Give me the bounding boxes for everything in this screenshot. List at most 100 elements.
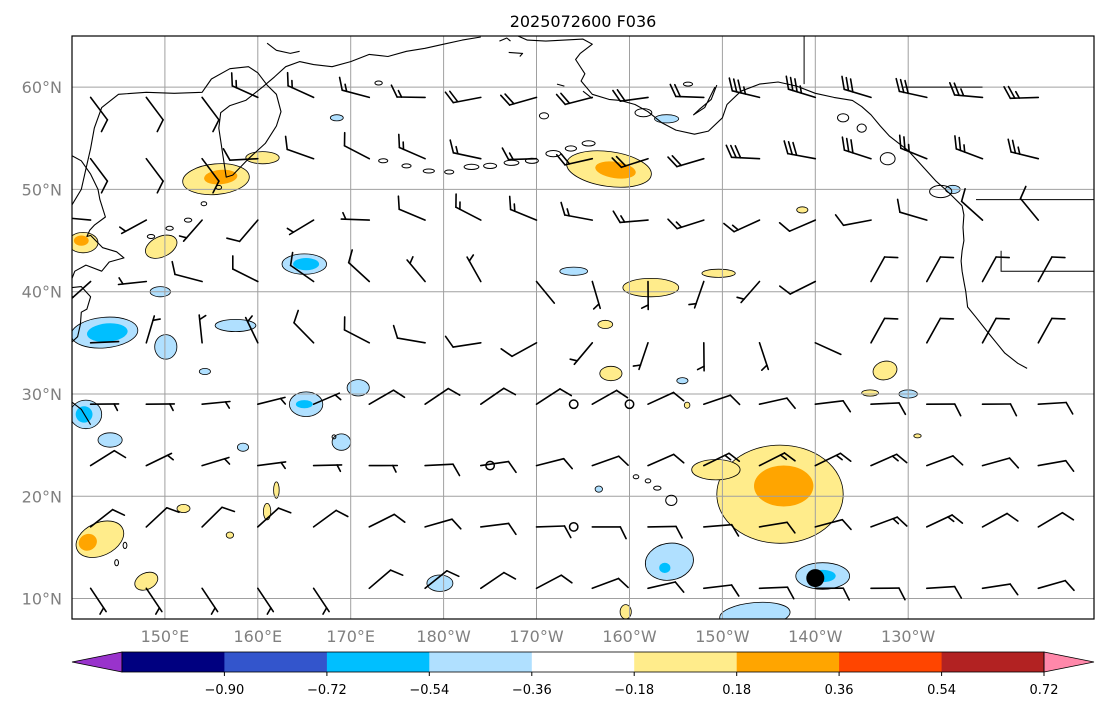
wind-barb: [758, 586, 795, 600]
lon-tick-label: 180°W: [416, 627, 471, 646]
positive-anomaly-region: [78, 533, 97, 551]
wind-barb: [424, 463, 461, 477]
wind-barb: [785, 75, 817, 99]
wind-barb: [870, 587, 906, 601]
wind-barb: [368, 464, 399, 473]
positive-anomaly-region: [701, 268, 736, 278]
island: [632, 474, 640, 480]
wind-barb: [569, 341, 594, 366]
island: [581, 140, 596, 147]
negative-anomaly-region: [214, 318, 257, 332]
positive-anomaly-region: [176, 503, 191, 513]
positive-anomaly-region: [145, 234, 178, 259]
wind-barb: [925, 256, 955, 283]
wind-barb: [814, 399, 852, 413]
wind-barb: [1037, 317, 1066, 344]
island: [114, 559, 119, 567]
wind-barb: [870, 453, 908, 467]
coastline: [556, 83, 565, 87]
wind-barb: [647, 581, 685, 593]
wind-barb: [632, 341, 649, 371]
island: [200, 201, 208, 207]
calm-wind-circle: [485, 460, 496, 471]
wind-barb: [925, 585, 963, 599]
wind-barb: [145, 403, 176, 412]
location-marker[interactable]: [806, 569, 825, 588]
lon-tick-label: 170°W: [509, 627, 564, 646]
negative-anomaly-region: [236, 442, 249, 452]
wind-barb: [960, 188, 984, 221]
wind-barb: [232, 255, 259, 283]
wind-barb: [981, 512, 1019, 528]
positive-anomaly-region: [622, 277, 680, 298]
wind-barb: [72, 280, 92, 300]
wind-barb: [758, 452, 796, 467]
island: [401, 163, 412, 169]
wind-barb: [455, 193, 482, 221]
negative-anomaly-region: [86, 323, 128, 342]
negative-anomaly-region: [644, 542, 694, 581]
lat-tick-label: 10°N: [22, 590, 62, 609]
wind-barb: [390, 84, 426, 99]
island: [653, 485, 662, 491]
wind-barb: [647, 453, 685, 467]
positive-anomaly-region: [73, 235, 89, 246]
colorbar-segment-036-054: [736, 652, 840, 672]
wind-barb: [256, 587, 275, 615]
wind-barb: [222, 148, 259, 161]
positive-anomaly-region: [273, 481, 280, 499]
wind-barb: [702, 584, 740, 597]
island: [564, 145, 578, 152]
wind-barb: [479, 387, 517, 406]
wind-barb: [201, 400, 231, 409]
calm-wind-circle: [568, 521, 579, 532]
wind-barb: [954, 135, 984, 160]
island: [879, 152, 896, 166]
wind-barb: [783, 140, 817, 160]
coastline: [72, 286, 92, 348]
negative-anomaly-region: [559, 266, 588, 276]
colorbar-labels: −0.90 −0.72 −0.54 −0.36 −0.18 0.18 0.36 0.54 0.7…: [204, 672, 1058, 698]
wind-barb: [555, 153, 594, 166]
wind-barb: [981, 583, 1019, 596]
wind-barb: [178, 219, 203, 242]
wind-barb: [834, 214, 872, 227]
calm-wind-circle: [624, 399, 635, 410]
colorbar-tick-label: −0.90: [204, 683, 244, 698]
colorbar-tick-label: 0.36: [825, 683, 854, 698]
wind-barb: [981, 403, 1018, 417]
negative-anomaly-region: [295, 400, 313, 409]
wind-barb: [286, 71, 315, 99]
island: [665, 494, 678, 506]
wind-barb: [925, 455, 964, 467]
longitude-labels: 150°E 160°E 170°E 180°W 170°W 160°W 150°W 140°W…: [141, 627, 936, 646]
wind-barb: [343, 131, 371, 160]
wind-barb: [89, 157, 109, 194]
coastline: [693, 84, 718, 116]
calm-wind-circle: [568, 399, 579, 410]
wind-barb: [479, 571, 517, 590]
map-plot-area[interactable]: [63, 36, 1094, 630]
negative-anomaly-region: [346, 379, 370, 397]
wind-barb: [870, 256, 899, 283]
wind-barb: [392, 324, 426, 344]
wind-barb: [201, 456, 231, 467]
lat-tick-label: 50°N: [22, 180, 62, 199]
island: [378, 158, 389, 164]
wind-barb: [1037, 511, 1075, 528]
coastline: [517, 36, 1028, 369]
colorbar-segment-neg018-018: [531, 652, 635, 672]
wind-barb: [289, 251, 315, 283]
coastline: [508, 51, 524, 57]
wind-barb: [870, 402, 907, 416]
wind-barb: [117, 277, 148, 286]
wind-barb: [201, 587, 219, 615]
island: [538, 112, 550, 120]
negative-anomaly-region: [676, 377, 689, 385]
wind-barb: [647, 391, 685, 406]
colorbar-tick-label: −0.72: [307, 683, 347, 698]
wind-barb: [284, 135, 315, 160]
wind-barb: [201, 96, 220, 133]
wind-barb: [89, 340, 120, 344]
wind-barb: [424, 518, 462, 530]
